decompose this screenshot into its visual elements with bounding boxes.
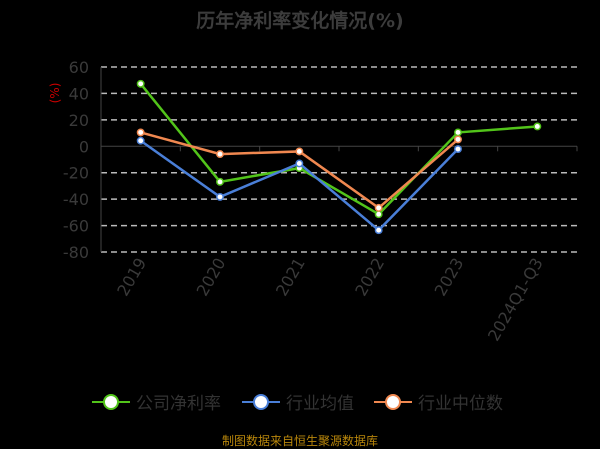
data-point [136,79,145,88]
data-point [374,210,383,219]
y-tick-label: -20 [63,164,89,183]
chart-title: 历年净利率变化情况(%) [196,10,404,32]
x-tick-label: 2020 [193,255,230,300]
x-tick-label: 2024Q1-Q3 [484,255,547,345]
y-tick-label: 0 [79,137,89,156]
data-point [136,128,145,137]
y-tick-label: -80 [63,243,89,262]
line-chart: 60 40 20 0 -20 -40 -60 -80 2019 2020 2021 2022 2023 2… [48,58,578,345]
legend-item-industry-avg[interactable]: 行业均值 [242,389,354,414]
y-tick-label: 60 [69,58,89,77]
legend-item-industry-median[interactable]: 行业中位数 [374,389,503,414]
x-tick-label: 2021 [272,255,309,300]
data-point [216,150,224,159]
y-axis-label: (%) [48,83,62,104]
legend-item-company[interactable]: 公司净利率 [92,389,221,414]
data-point [216,177,224,186]
x-tick-label: 2023 [431,255,468,300]
x-tick-label: 2019 [113,255,150,300]
legend-label: 行业均值 [286,394,354,414]
data-point [454,135,462,144]
data-point [216,192,224,201]
data-point [533,122,542,131]
data-point [454,128,462,137]
legend-marker-icon [374,393,412,410]
x-tick-label: 2022 [351,255,388,300]
y-tick-label: 20 [69,111,89,130]
data-point [374,226,383,235]
data-point [374,203,383,212]
y-tick-label: -60 [63,217,89,236]
y-tick-label: -40 [63,190,89,209]
data-point [295,159,304,168]
legend-label: 公司净利率 [136,394,221,414]
data-point [454,145,462,154]
source-note: 制图数据来自恒生聚源数据库 [221,434,378,448]
data-point [136,136,145,145]
y-tick-label: 40 [69,84,89,103]
series-line [139,82,538,216]
legend-label: 行业中位数 [418,394,503,414]
legend-marker-icon [242,393,280,410]
data-point [295,147,304,156]
legend-marker-icon [92,393,130,410]
